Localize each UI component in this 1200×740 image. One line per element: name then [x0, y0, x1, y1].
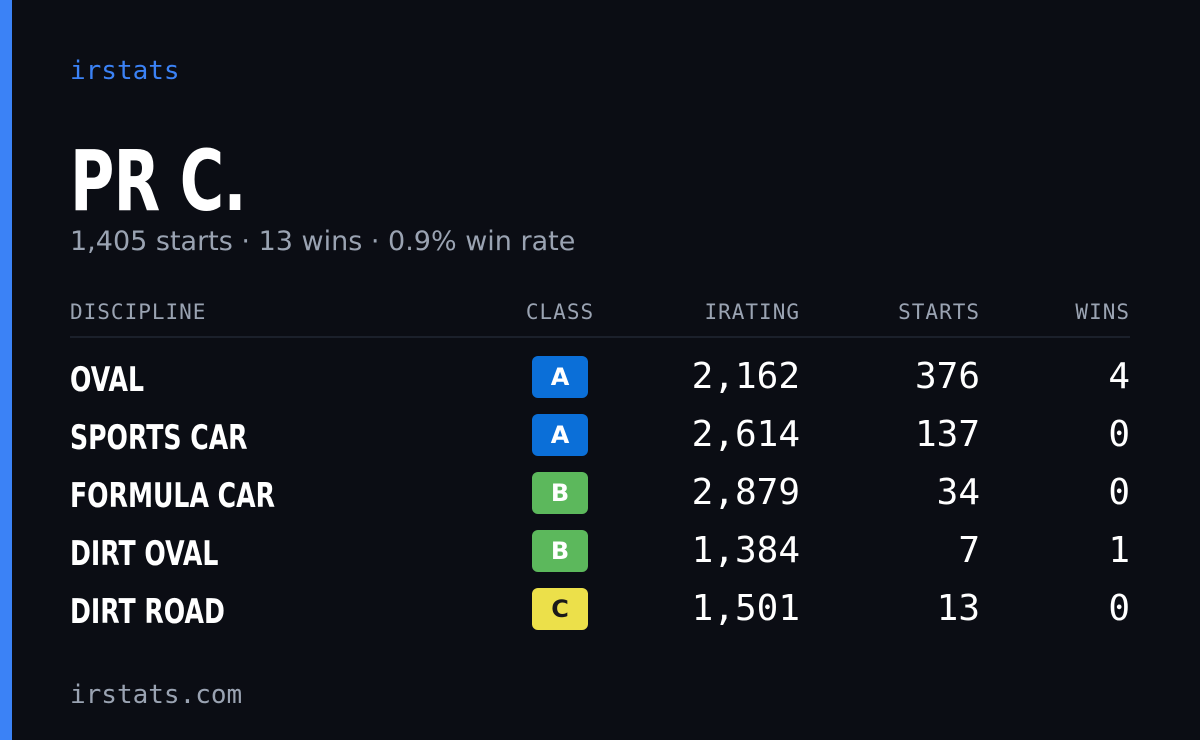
discipline: SPORTS CAR [70, 418, 248, 458]
class-badge: B [532, 472, 588, 514]
irating-value: 1,384 [691, 530, 800, 571]
column-header: CLASS [525, 300, 595, 324]
column-header: WINS [1075, 300, 1130, 324]
column-header: DISCIPLINE [70, 300, 207, 324]
starts-value: 137 [914, 414, 980, 455]
wins-value: 0 [1108, 414, 1130, 455]
brand: irstats [70, 56, 180, 86]
discipline: DIRT ROAD [70, 592, 225, 632]
column-header: STARTS [898, 300, 980, 324]
wins-value: 4 [1108, 356, 1130, 397]
class-badge: A [532, 356, 588, 398]
wins-value: 0 [1108, 472, 1130, 513]
discipline: FORMULA CAR [70, 476, 275, 516]
starts-value: 7 [958, 530, 980, 571]
header-rule [70, 336, 1130, 338]
starts-value: 13 [936, 588, 980, 629]
starts-value: 376 [914, 356, 980, 397]
profile-summary: 1,405 starts · 13 wins · 0.9% win rate [70, 226, 576, 257]
wins-value: 1 [1108, 530, 1130, 571]
discipline: OVAL [70, 360, 144, 400]
irating-value: 2,614 [691, 414, 800, 455]
discipline: DIRT OVAL [70, 534, 219, 574]
profile-name: PR C. [70, 132, 246, 230]
irating-value: 1,501 [691, 588, 800, 629]
class-badge: C [532, 588, 588, 630]
wins-value: 0 [1108, 588, 1130, 629]
accent-stripe [0, 0, 12, 740]
class-badge: B [532, 530, 588, 572]
irating-value: 2,162 [691, 356, 800, 397]
starts-value: 34 [936, 472, 980, 513]
footer: irstats.com [70, 680, 243, 710]
column-header: IRATING [704, 300, 800, 324]
class-badge: A [532, 414, 588, 456]
irating-value: 2,879 [691, 472, 800, 513]
